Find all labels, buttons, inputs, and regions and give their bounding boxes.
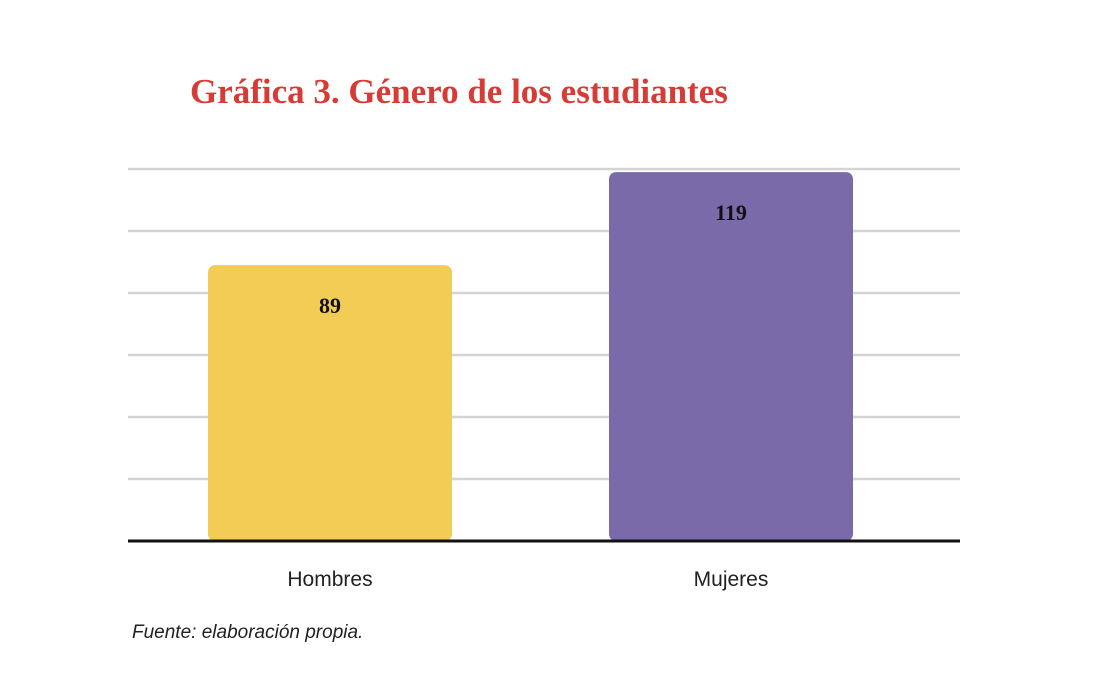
bar-value-label: 89 [319,293,341,318]
chart-title: Gráfica 3. Género de los estudiantes [190,72,728,111]
bars [208,172,853,541]
source-note: Fuente: elaboración propia. [132,622,364,643]
category-label: Hombres [287,568,372,591]
bar-value-label: 119 [715,200,747,225]
category-label: Mujeres [694,568,769,591]
labels: 89 Hombres 119 Mujeres [287,200,768,591]
bar-mujeres [609,172,853,541]
bar-hombres [208,265,452,541]
